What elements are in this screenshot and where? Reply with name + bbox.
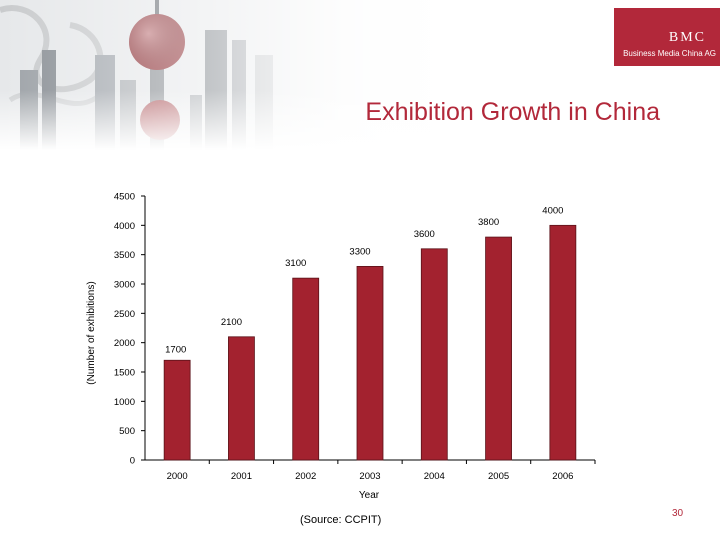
header-photo xyxy=(0,0,720,150)
y-tick-label: 2000 xyxy=(114,338,135,349)
bar-2002 xyxy=(292,277,320,461)
bar-2006 xyxy=(549,224,577,461)
y-tick-label: 3000 xyxy=(114,280,135,291)
bmc-logo: BMC Business Media China AG xyxy=(614,8,720,66)
x-tick-label-2005: 2005 xyxy=(488,471,509,482)
page-number: 30 xyxy=(672,508,684,519)
x-tick-label-2000: 2000 xyxy=(167,471,188,482)
y-axis-label: (Number of exhibitions) xyxy=(86,281,97,384)
bar-2005 xyxy=(485,236,512,461)
x-tick-label-2003: 2003 xyxy=(359,471,380,482)
x-tick-label-2001: 2001 xyxy=(231,471,252,482)
slide-title: Exhibition Growth in China xyxy=(365,98,660,126)
source-note: (Source: CCPIT) xyxy=(300,514,382,526)
data-label-2002: 3100 xyxy=(285,258,306,269)
bar-2004 xyxy=(420,248,448,461)
bar-2001 xyxy=(228,336,255,461)
bar-2003 xyxy=(356,265,384,461)
x-tick-label-2002: 2002 xyxy=(295,471,316,482)
logo-company-name: Business Media China AG xyxy=(623,49,716,58)
x-tick-label-2006: 2006 xyxy=(552,471,573,482)
y-tick-label: 1000 xyxy=(114,397,135,408)
y-tick-label: 4000 xyxy=(114,221,135,232)
data-label-2004: 3600 xyxy=(414,229,435,240)
y-tick-label: 0 xyxy=(130,456,135,467)
data-label-2001: 2100 xyxy=(221,317,242,328)
y-tick-label: 2500 xyxy=(114,309,135,320)
data-label-2000: 1700 xyxy=(165,344,186,355)
logo-mark: BMC xyxy=(668,30,706,45)
y-tick-label: 1500 xyxy=(114,368,135,379)
data-label-2005: 3800 xyxy=(478,217,499,228)
y-tick-label: 3500 xyxy=(114,250,135,261)
y-tick-label: 500 xyxy=(119,426,135,437)
x-axis-label: Year xyxy=(359,490,380,501)
data-label-2003: 3300 xyxy=(349,246,370,257)
bar-2000 xyxy=(163,359,191,461)
data-label-2006: 4000 xyxy=(542,205,563,216)
x-tick-label-2004: 2004 xyxy=(424,471,445,482)
y-tick-label: 4500 xyxy=(114,192,135,203)
